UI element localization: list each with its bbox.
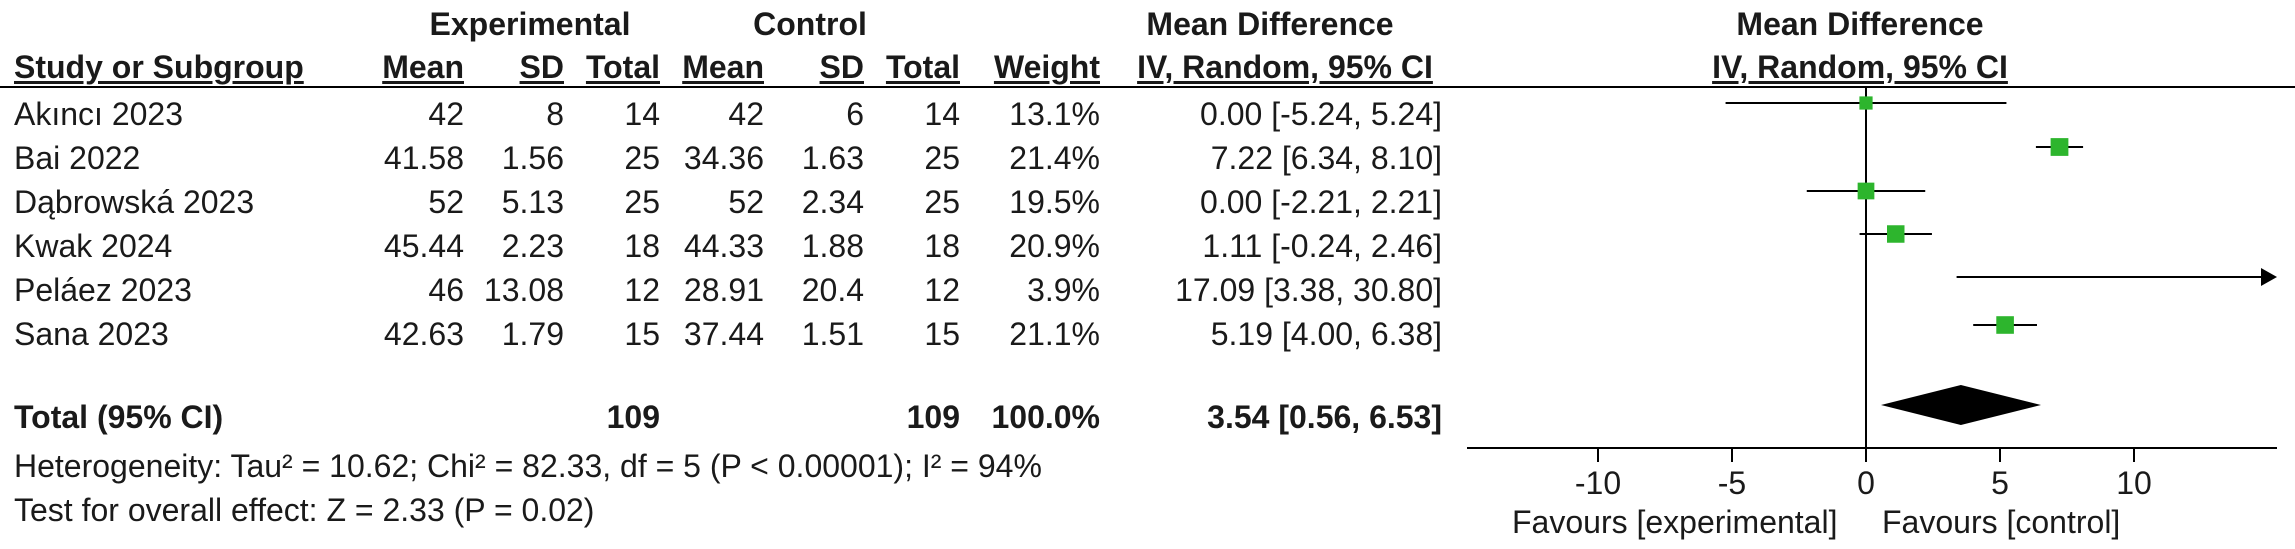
header-rule (0, 86, 2295, 88)
c-sd: 1.63 (801, 140, 864, 176)
e-total: 18 (624, 228, 660, 264)
study-name: Bai 2022 (14, 140, 141, 176)
e-sd: 1.79 (501, 316, 564, 352)
pooled-diamond (1881, 385, 2042, 425)
study-marker (1857, 182, 1875, 200)
e-mean: 45.44 (383, 228, 464, 264)
c-mean: 37.44 (683, 316, 764, 352)
c-sd: 1.88 (801, 228, 864, 264)
mean-difference-ci: 7.22 [6.34, 8.10] (1210, 140, 1442, 176)
header-iv-random: IV, Random, 95% CI (1137, 49, 1433, 85)
header-experimental: Experimental (429, 6, 631, 42)
overall-effect-text: Test for overall effect: Z = 2.33 (P = 0… (14, 492, 595, 528)
study-marker (1887, 225, 1905, 243)
c-mean: 44.33 (683, 228, 764, 264)
header-e-total: Total (585, 49, 660, 85)
e-mean: 42.63 (383, 316, 464, 352)
study-name: Akıncı 2023 (14, 96, 183, 132)
mean-difference-ci: 0.00 [-5.24, 5.24] (1200, 96, 1442, 132)
e-sd: 5.13 (501, 184, 564, 220)
c-mean: 28.91 (683, 272, 764, 308)
header-c-mean: Mean (682, 49, 764, 85)
study-name: Sana 2023 (14, 316, 169, 352)
e-mean: 42 (428, 96, 464, 132)
total-c-total: 109 (906, 399, 960, 435)
e-mean: 41.58 (383, 140, 464, 176)
study-marker (2050, 138, 2069, 156)
c-mean: 34.36 (683, 140, 764, 176)
c-total: 12 (924, 272, 960, 308)
weight: 3.9% (1027, 272, 1100, 308)
mean-difference-ci: 0.00 [-2.21, 2.21] (1200, 184, 1442, 220)
c-sd: 6 (846, 96, 864, 132)
x-axis-tick-label: -10 (1575, 465, 1621, 501)
c-mean: 52 (728, 184, 764, 220)
heterogeneity-text: Heterogeneity: Tau² = 10.62; Chi² = 82.3… (14, 448, 1042, 484)
header-study: Study or Subgroup (14, 49, 304, 85)
header-mean-difference-plot: Mean Difference (1736, 6, 1984, 42)
c-sd: 2.34 (801, 184, 864, 220)
x-axis-tick-label: -5 (1718, 465, 1746, 501)
study-name: Kwak 2024 (14, 228, 173, 264)
e-sd: 1.56 (501, 140, 564, 176)
x-axis-tick-label: 0 (1857, 465, 1875, 501)
header-mean-difference: Mean Difference (1146, 6, 1394, 42)
weight: 21.4% (1009, 140, 1100, 176)
ci-arrow (2261, 268, 2277, 286)
c-total: 14 (924, 96, 960, 132)
total-mean-difference-ci: 3.54 [0.56, 6.53] (1207, 399, 1442, 435)
header-e-mean: Mean (382, 49, 464, 85)
x-axis-tick-label: 5 (1991, 465, 2009, 501)
e-total: 25 (624, 184, 660, 220)
weight: 21.1% (1009, 316, 1100, 352)
c-total: 25 (924, 184, 960, 220)
study-name: Peláez 2023 (14, 272, 192, 308)
total-weight: 100.0% (991, 399, 1100, 435)
x-axis-tick-label: 10 (2116, 465, 2152, 501)
weight: 20.9% (1009, 228, 1100, 264)
e-mean: 52 (428, 184, 464, 220)
c-total: 25 (924, 140, 960, 176)
header-iv-random-plot: IV, Random, 95% CI (1712, 49, 2008, 85)
e-sd: 8 (546, 96, 564, 132)
e-total: 15 (624, 316, 660, 352)
total-e-total: 109 (606, 399, 660, 435)
weight: 19.5% (1009, 184, 1100, 220)
study-marker (1859, 96, 1873, 110)
mean-difference-ci: 1.11 [-0.24, 2.46] (1202, 228, 1442, 264)
header-c-sd: SD (819, 49, 864, 85)
e-total: 14 (624, 96, 660, 132)
c-total: 15 (924, 316, 960, 352)
c-total: 18 (924, 228, 960, 264)
e-total: 25 (624, 140, 660, 176)
study-name: Dąbrowská 2023 (14, 184, 255, 220)
header-control: Control (753, 6, 867, 42)
e-sd: 13.08 (483, 272, 564, 308)
mean-difference-ci: 5.19 [4.00, 6.38] (1210, 316, 1442, 352)
favours-control-label: Favours [control] (1882, 504, 2121, 540)
weight: 13.1% (1009, 96, 1100, 132)
header-c-total: Total (885, 49, 960, 85)
e-total: 12 (624, 272, 660, 308)
total-label: Total (95% CI) (14, 399, 224, 435)
favours-experimental-label: Favours [experimental] (1512, 504, 1838, 540)
e-sd: 2.23 (501, 228, 564, 264)
header-e-sd: SD (519, 49, 564, 85)
header-weight: Weight (993, 49, 1100, 85)
c-mean: 42 (728, 96, 764, 132)
study-marker (1996, 316, 2014, 334)
mean-difference-ci: 17.09 [3.38, 30.80] (1175, 272, 1442, 308)
e-mean: 46 (428, 272, 464, 308)
c-sd: 1.51 (801, 316, 864, 352)
c-sd: 20.4 (801, 272, 864, 308)
